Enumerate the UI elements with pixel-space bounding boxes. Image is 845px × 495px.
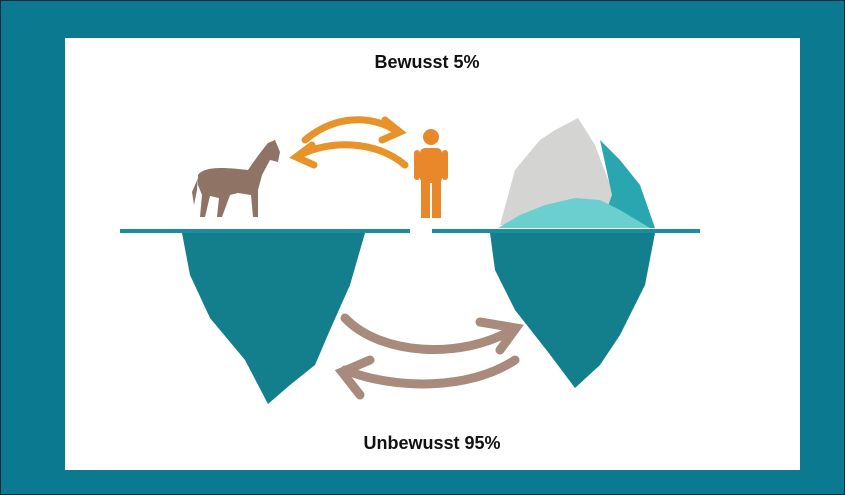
label-conscious: Bewusst 5% (374, 52, 479, 72)
waterline-right (432, 229, 700, 233)
waterline-left (120, 229, 410, 233)
panel (65, 38, 800, 470)
page: Bewusst 5% Unbewusst 95% (() => { cons (0, 0, 845, 495)
label-unconscious: Unbewusst 95% (363, 433, 500, 453)
screenshot: Bewusst 5% Unbewusst 95% (0, 0, 845, 495)
